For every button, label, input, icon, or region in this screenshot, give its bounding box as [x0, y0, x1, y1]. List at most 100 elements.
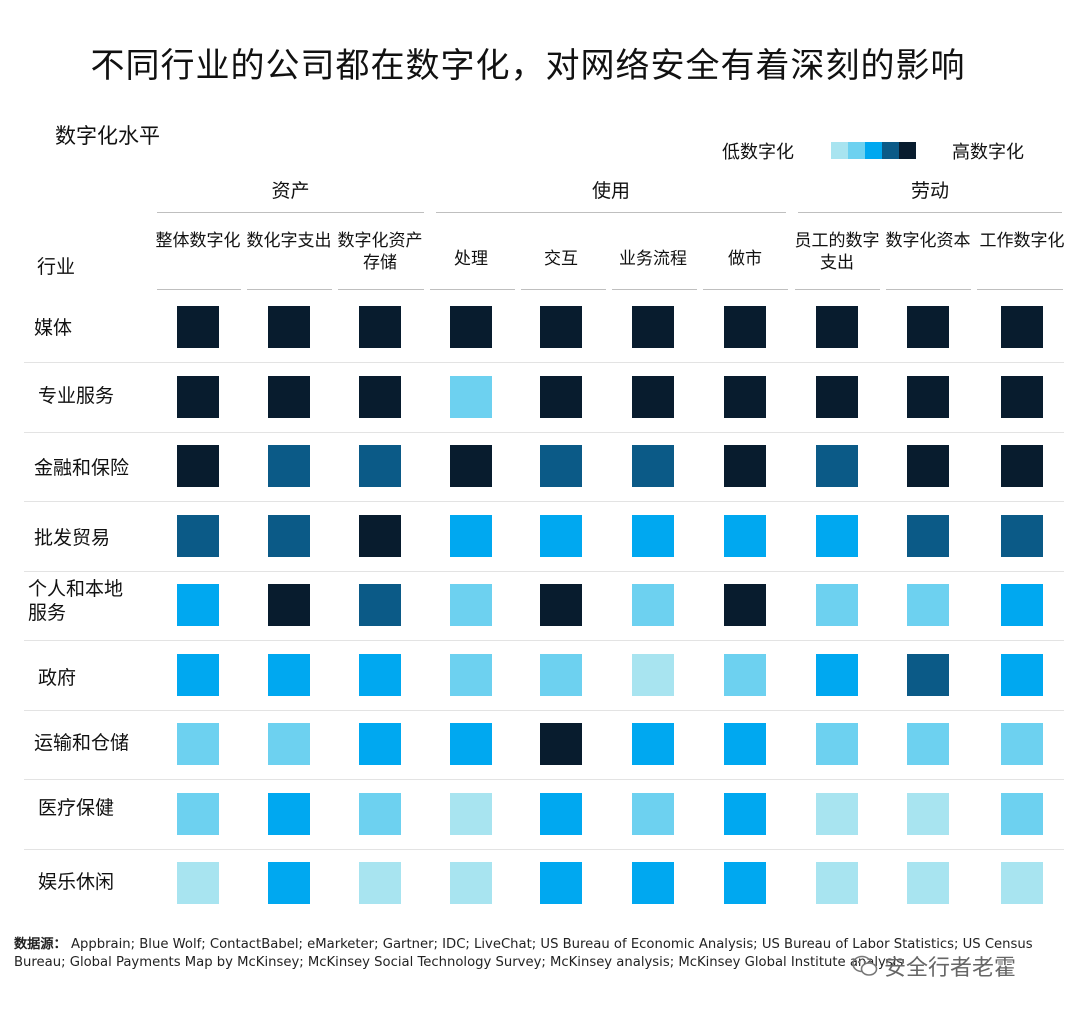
row-label: 金融和保险	[34, 457, 130, 479]
heatmap-cell	[816, 793, 858, 835]
legend: 低数字化 高数字化	[0, 138, 1080, 168]
heatmap-cell	[632, 445, 674, 487]
heatmap-cell	[359, 793, 401, 835]
heatmap-cell	[724, 862, 766, 904]
heatmap-cell	[268, 862, 310, 904]
heatmap-cell	[540, 793, 582, 835]
heatmap-cell	[268, 654, 310, 696]
heatmap-cell	[177, 584, 219, 626]
column-header: 数字化资产存储	[337, 231, 423, 273]
chart-title: 不同行业的公司都在数字化，对网络安全有着深刻的影响	[90, 46, 966, 86]
wechat-icon	[852, 955, 878, 976]
heatmap-cell	[177, 654, 219, 696]
column-header-underline	[521, 289, 606, 290]
row-label: 医疗保健	[38, 797, 115, 819]
heatmap-cell	[268, 376, 310, 418]
column-header: 业务流程	[619, 249, 687, 269]
row-divider	[24, 640, 1064, 641]
heatmap-cell	[632, 515, 674, 557]
heatmap-cell	[724, 515, 766, 557]
heatmap-cell	[359, 654, 401, 696]
source-note: 数据源： Appbrain; Blue Wolf; ContactBabel; …	[14, 936, 1054, 972]
heatmap-cell	[450, 376, 492, 418]
watermark: 安全行者老霍	[852, 950, 1016, 982]
watermark-text: 安全行者老霍	[884, 956, 1017, 981]
heatmap-cell	[907, 862, 949, 904]
heatmap-cell	[632, 723, 674, 765]
column-group-divider	[157, 212, 424, 213]
column-header-underline	[612, 289, 697, 290]
heatmap-cell	[359, 376, 401, 418]
heatmap-cell	[450, 306, 492, 348]
industry-column-header: 行业	[37, 256, 76, 278]
heatmap-cell	[359, 862, 401, 904]
row-label: 娱乐休闲	[38, 871, 115, 893]
heatmap-cell	[540, 515, 582, 557]
heatmap-cell	[816, 515, 858, 557]
row-divider	[24, 779, 1064, 780]
heatmap-cell	[724, 654, 766, 696]
heatmap-cell	[177, 445, 219, 487]
column-group-divider	[798, 212, 1062, 213]
legend-swatch-4	[882, 142, 899, 159]
heatmap-cell	[1001, 445, 1043, 487]
heatmap-cell	[816, 306, 858, 348]
heatmap-cell	[632, 793, 674, 835]
heatmap-cell	[450, 862, 492, 904]
legend-low-label: 低数字化	[722, 142, 794, 163]
heatmap-cell	[268, 584, 310, 626]
legend-high-label: 高数字化	[952, 142, 1024, 163]
heatmap-cell	[1001, 654, 1043, 696]
heatmap-cell	[450, 793, 492, 835]
heatmap-cell	[724, 306, 766, 348]
heatmap-cell	[632, 862, 674, 904]
column-header: 工作数字化	[979, 231, 1065, 251]
heatmap-cell	[816, 584, 858, 626]
heatmap-cell	[540, 376, 582, 418]
row-label: 运输和仓储	[34, 732, 130, 754]
heatmap-cell	[632, 584, 674, 626]
heatmap-cell	[724, 445, 766, 487]
column-group-label: 劳动	[910, 180, 949, 202]
heatmap-cell	[632, 654, 674, 696]
chart-subtitle: 数字化水平	[55, 124, 160, 148]
heatmap-cell	[450, 445, 492, 487]
heatmap-cell	[177, 862, 219, 904]
heatmap-cell	[1001, 376, 1043, 418]
heatmap-cell	[907, 723, 949, 765]
heatmap-cell	[268, 515, 310, 557]
heatmap-cell	[450, 723, 492, 765]
heatmap-cell	[540, 862, 582, 904]
column-header-underline	[977, 289, 1063, 290]
legend-swatch-5	[899, 142, 916, 159]
heatmap-cell	[359, 584, 401, 626]
column-group-label: 使用	[591, 180, 630, 202]
heatmap-cell	[540, 723, 582, 765]
column-header-underline	[247, 289, 332, 290]
heatmap-cell	[450, 654, 492, 696]
row-label: 媒体	[34, 317, 73, 339]
row-divider	[24, 849, 1064, 850]
heatmap-cell	[540, 306, 582, 348]
heatmap-cell	[816, 862, 858, 904]
heatmap-cell	[450, 584, 492, 626]
legend-swatch-2	[848, 142, 865, 159]
heatmap-cell	[1001, 793, 1043, 835]
heatmap-cell	[1001, 584, 1043, 626]
heatmap-cell	[816, 445, 858, 487]
heatmap-cell	[907, 584, 949, 626]
heatmap-cell	[268, 793, 310, 835]
row-label: 个人和本地服务	[28, 578, 124, 624]
legend-swatch-3	[865, 142, 882, 159]
heatmap-cell	[632, 376, 674, 418]
legend-swatch-1	[831, 142, 848, 159]
heatmap-cell	[540, 654, 582, 696]
heatmap-cell	[177, 376, 219, 418]
heatmap-cell	[177, 515, 219, 557]
heatmap-cell	[1001, 306, 1043, 348]
heatmap-cell	[450, 515, 492, 557]
source-text: Appbrain; Blue Wolf; ContactBabel; eMark…	[14, 937, 1033, 970]
source-label: 数据源：	[14, 937, 67, 952]
heatmap-cell	[724, 584, 766, 626]
heatmap-cell	[268, 306, 310, 348]
